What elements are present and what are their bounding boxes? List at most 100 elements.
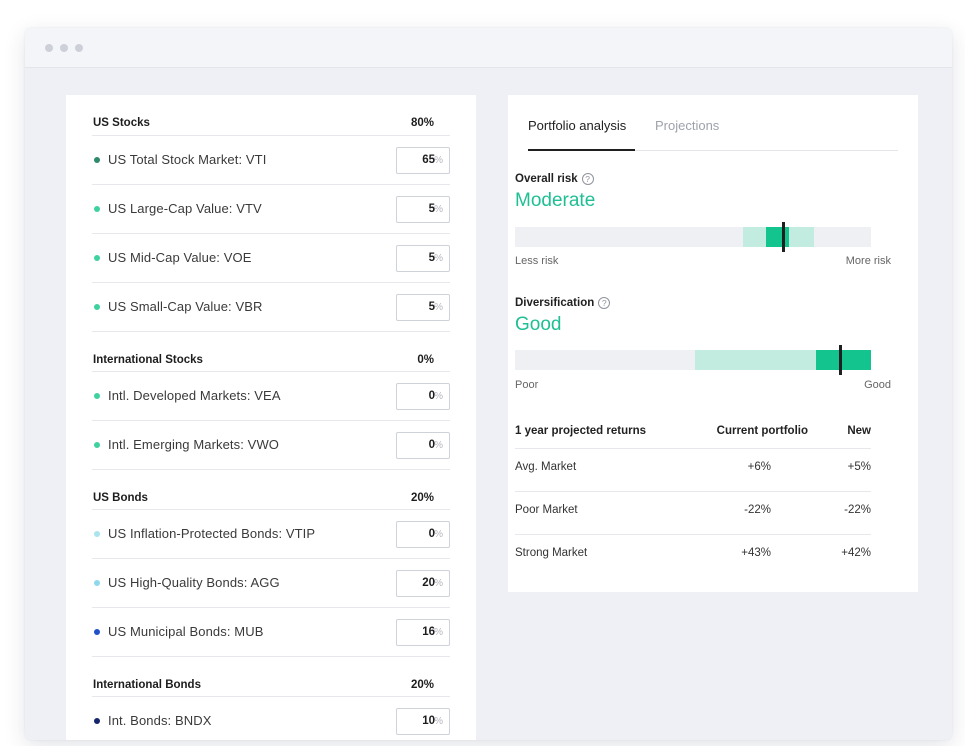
percent-sign: % (434, 529, 443, 540)
allocation-value: 5 (428, 301, 435, 313)
window-dot-icon[interactable] (60, 44, 68, 52)
table-row: Strong Market +43% +42% (515, 535, 871, 578)
header-current-portfolio: Current portfolio (716, 425, 808, 437)
allocation-input[interactable]: 20% (396, 570, 450, 597)
fund-color-dot-icon (94, 157, 100, 163)
percent-sign: % (434, 391, 443, 402)
help-icon[interactable]: ? (598, 297, 611, 309)
fund-color-dot-icon (94, 255, 100, 261)
allocation-input[interactable]: 0% (396, 432, 450, 459)
fund-color-dot-icon (94, 393, 100, 399)
group-header: International Stocks 0% (92, 331, 450, 371)
fund-row: Intl. Developed Markets: VEA 0% (92, 371, 450, 420)
current-return: +43% (741, 547, 771, 559)
table-header: 1 year projected returns Current portfol… (515, 413, 871, 449)
window-titlebar (25, 28, 952, 68)
fund-name: Intl. Developed Markets: VEA (108, 388, 281, 403)
diversification-gauge (515, 345, 871, 375)
fund-name: US Total Stock Market: VTI (108, 152, 267, 167)
help-icon[interactable]: ? (581, 173, 594, 185)
overall-risk-label: Overall risk? (515, 173, 594, 185)
group-header: International Bonds 20% (92, 656, 450, 696)
fund-name: Intl. Emerging Markets: VWO (108, 437, 280, 452)
percent-sign: % (434, 578, 443, 589)
header-new: New (847, 425, 871, 437)
fund-color-dot-icon (94, 206, 100, 212)
fund-row: Intl. Emerging Markets: VWO 0% (92, 420, 450, 469)
tab-portfolio-analysis[interactable]: Portfolio analysis (528, 118, 627, 133)
fund-row: US Inflation-Protected Bonds: VTIP 0% (92, 509, 450, 558)
fund-name: US Small-Cap Value: VBR (108, 299, 263, 314)
table-row: Poor Market -22% -22% (515, 492, 871, 535)
allocation-value: 0 (428, 439, 435, 451)
fund-row: Int. Bonds: BNDX 10% (92, 696, 450, 740)
risk-min-label: Less risk (515, 255, 559, 267)
current-return: -22% (744, 504, 771, 516)
percent-sign: % (434, 253, 443, 264)
fund-row: US Municipal Bonds: MUB 16% (92, 607, 450, 656)
allocation-value: 65 (422, 154, 435, 166)
overall-risk-value: Moderate (515, 190, 596, 211)
new-return: -22% (844, 504, 871, 516)
group-percent: 80% (410, 117, 434, 129)
group-name: International Stocks (93, 354, 203, 366)
diversification-gauge-marker (839, 345, 843, 375)
allocation-input[interactable]: 16% (396, 619, 450, 646)
new-return: +42% (841, 547, 871, 559)
fund-name: Int. Bonds: BNDX (108, 713, 212, 728)
diversification-label: Diversification? (515, 297, 611, 309)
allocation-value: 16 (422, 626, 435, 638)
allocation-input[interactable]: 5% (396, 196, 450, 223)
active-tab-indicator (528, 149, 635, 151)
projected-returns-table: 1 year projected returns Current portfol… (515, 413, 871, 578)
allocation-panel: US Stocks 80% US Total Stock Market: VTI 65… (66, 95, 476, 740)
window-dot-icon[interactable] (45, 44, 53, 52)
allocation-value: 0 (428, 390, 435, 402)
percent-sign: % (434, 440, 443, 451)
fund-name: US Mid-Cap Value: VOE (108, 250, 252, 265)
scenario-label: Avg. Market (515, 461, 577, 473)
scenario-label: Strong Market (515, 547, 588, 559)
percent-sign: % (434, 155, 443, 166)
fund-color-dot-icon (94, 629, 100, 635)
percent-sign: % (434, 716, 443, 727)
fund-name: US Municipal Bonds: MUB (108, 624, 264, 639)
group-header: US Bonds 20% (92, 469, 450, 509)
percent-sign: % (434, 302, 443, 313)
analysis-panel: Portfolio analysis Projections Overall r… (508, 95, 918, 592)
group-name: International Bonds (93, 679, 201, 691)
fund-name: US Inflation-Protected Bonds: VTIP (108, 526, 316, 541)
risk-gauge-core (765, 227, 790, 247)
diversification-gauge-range (694, 350, 816, 370)
allocation-input[interactable]: 5% (396, 245, 450, 272)
fund-color-dot-icon (94, 580, 100, 586)
fund-name: US High-Quality Bonds: AGG (108, 575, 280, 590)
window-dot-icon[interactable] (75, 44, 83, 52)
allocation-input[interactable]: 5% (396, 294, 450, 321)
allocation-input[interactable]: 65% (396, 147, 450, 174)
group-percent: 20% (410, 492, 434, 504)
risk-gauge (515, 222, 871, 252)
fund-color-dot-icon (94, 442, 100, 448)
group-percent: 20% (410, 679, 434, 691)
fund-color-dot-icon (94, 718, 100, 724)
fund-row: US Small-Cap Value: VBR 5% (92, 282, 450, 331)
allocation-value: 5 (428, 203, 435, 215)
allocation-value: 10 (422, 715, 435, 727)
group-header: US Stocks 80% (92, 95, 450, 135)
fund-row: US Large-Cap Value: VTV 5% (92, 184, 450, 233)
allocation-input[interactable]: 10% (396, 708, 450, 735)
allocation-input[interactable]: 0% (396, 383, 450, 410)
fund-color-dot-icon (94, 531, 100, 537)
risk-max-label: More risk (845, 255, 891, 267)
group-name: US Stocks (93, 117, 150, 129)
fund-color-dot-icon (94, 304, 100, 310)
current-return: +6% (747, 461, 771, 473)
diversification-max-label: Good (864, 379, 891, 391)
group-name: US Bonds (93, 492, 148, 504)
scenario-label: Poor Market (515, 504, 578, 516)
allocation-input[interactable]: 0% (396, 521, 450, 548)
tab-projections[interactable]: Projections (655, 118, 720, 133)
diversification-value: Good (515, 314, 562, 335)
risk-gauge-marker (782, 222, 786, 252)
